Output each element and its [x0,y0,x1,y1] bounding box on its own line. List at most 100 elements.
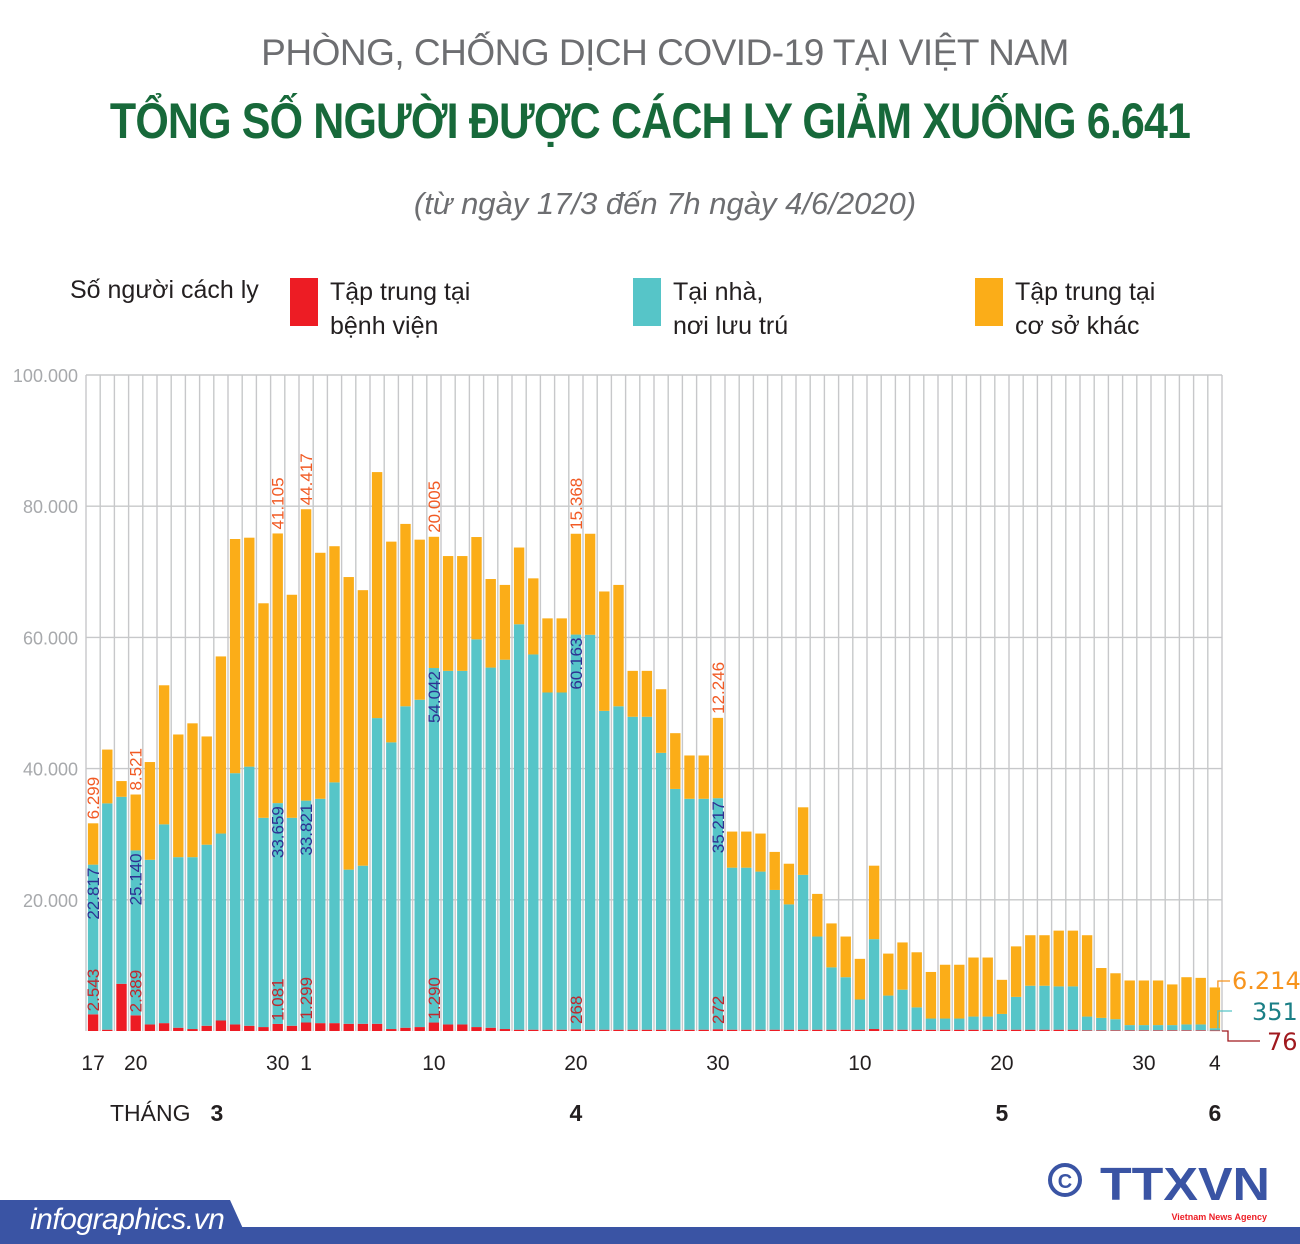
legend-title: Số người cách ly [70,276,259,304]
bar-segment [1067,930,1079,987]
bar-segment [329,546,340,783]
bar-segment [1195,1030,1206,1031]
bar-segment [1039,985,1050,1030]
bar-segment [954,1029,965,1031]
bar-segment [513,547,525,625]
bar-segment [1081,935,1093,1017]
data-label: 44.417 [297,453,316,505]
bar-segment [1081,1016,1093,1031]
bar-segment [329,1023,340,1031]
bar-segment [840,1029,851,1031]
bar-segment [1209,1030,1221,1032]
bar-segment [371,472,383,719]
bar-segment [1081,1030,1093,1031]
bar-segment [1138,980,1150,1026]
bar-segment [471,639,482,1028]
leader-line [1221,1030,1260,1042]
bar-segment [613,1029,624,1031]
bar-segment [1096,1030,1107,1031]
bar-segment [982,957,993,1017]
bar-segment [840,977,851,1030]
bar-segment [854,1029,866,1031]
bar-segment [300,509,312,801]
bar-segment [371,718,383,1024]
bar-segment [272,533,283,804]
bar-segment [485,1027,496,1031]
bar-segment [1025,985,1036,1030]
bar-segment [599,1029,610,1031]
bar-segment [144,1024,156,1031]
data-label: 33.659 [269,806,288,858]
logo-wordmark: TTXVN [1100,1158,1270,1210]
bar-segment [542,618,553,693]
bar-segment [414,1027,425,1031]
bar-segment [726,831,738,868]
legend-line: bệnh viện [330,312,439,340]
bar-segment [229,539,241,774]
bar-segment [1209,987,1221,1029]
bar-segment [655,689,667,753]
bar-segment [769,1029,780,1031]
bar-segment [144,762,156,860]
bar-segment [158,824,170,1024]
bar-segment [783,1029,795,1031]
bar-segment [215,656,227,834]
bar-segment [201,736,212,845]
bar-segment [812,936,823,1030]
bar-segment [1110,1030,1121,1031]
data-label: 1.081 [269,978,288,1021]
data-label: 2.389 [127,970,146,1013]
bar-segment [116,796,127,984]
bar-segment [201,844,212,1026]
bar-segment [528,1029,539,1031]
bar-segment [187,1029,198,1031]
bar-segment [684,1029,695,1031]
bar-segment [613,706,624,1030]
bar-segment [315,1023,326,1031]
bar-segment [1138,1025,1150,1031]
bar-segment [229,1024,241,1031]
x-tick-label: 20 [124,1052,147,1075]
bar-segment [215,833,227,1021]
bar-segment [939,1029,951,1031]
bar-segment [116,983,127,1031]
bar-segment [272,1023,283,1031]
bar-segment [528,578,539,655]
chart-title: TỔNG SỐ NGƯỜI ĐƯỢC CÁCH LY GIẢM XUỐNG 6.… [109,93,1191,149]
data-label: 268 [567,996,586,1024]
bar-segment [1110,1019,1121,1031]
bar-segment [755,871,766,1030]
bar-segment [400,1027,411,1031]
final-label-other: 6.214 [1232,967,1300,995]
bar-segment [584,1029,596,1031]
bar-segment [641,1029,653,1031]
bar-segment [584,634,596,1030]
bar-segment [982,1016,993,1030]
bar-segment [641,670,653,717]
bar-segment [428,1022,440,1031]
bar-segment [272,803,283,1024]
bar-segment [741,1029,752,1031]
bar-segment [599,710,610,1030]
bar-segment [868,939,880,1030]
bar-segment [925,971,937,1019]
bar-segment [797,1029,809,1031]
bar-segment [542,1029,553,1031]
data-label: 25.140 [127,853,146,905]
bar-segment [357,1023,369,1031]
final-label-home: 351 [1252,998,1298,1026]
bar-segment [1124,980,1135,1026]
bar-segment [1167,1030,1178,1031]
bar-segment [996,979,1008,1014]
bar-segment [584,533,596,635]
legend-label-home: Tại nhà, nơi lưu trú [673,275,788,343]
bar-segment [712,798,724,1030]
bar-segment [556,692,567,1030]
bar-segment [641,716,653,1030]
bar-segment [286,594,298,818]
bar-segment [329,782,340,1024]
bar-segment [343,577,354,870]
bar-segment [315,798,326,1024]
bar-segment [883,995,894,1030]
bar-segment [939,1018,951,1030]
